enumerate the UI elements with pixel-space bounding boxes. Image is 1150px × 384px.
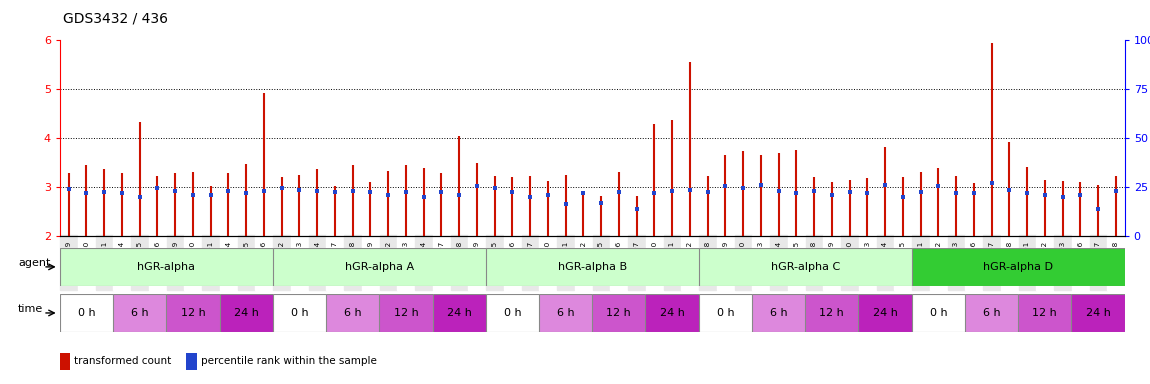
Text: 0 h: 0 h	[77, 308, 95, 318]
Text: hGR-alpha D: hGR-alpha D	[983, 262, 1053, 272]
Text: 0 h: 0 h	[291, 308, 308, 318]
Text: 12 h: 12 h	[820, 308, 844, 318]
Text: 24 h: 24 h	[1086, 308, 1111, 318]
Text: 6 h: 6 h	[557, 308, 575, 318]
Text: percentile rank within the sample: percentile rank within the sample	[201, 356, 376, 366]
Text: GDS3432 / 436: GDS3432 / 436	[63, 12, 168, 25]
Text: 6 h: 6 h	[344, 308, 361, 318]
Text: 24 h: 24 h	[873, 308, 897, 318]
Text: agent: agent	[18, 258, 51, 268]
Text: 0 h: 0 h	[716, 308, 734, 318]
Text: 24 h: 24 h	[233, 308, 259, 318]
Text: 12 h: 12 h	[606, 308, 631, 318]
Text: hGR-alpha B: hGR-alpha B	[558, 262, 627, 272]
Text: hGR-alpha C: hGR-alpha C	[770, 262, 839, 272]
Text: 24 h: 24 h	[660, 308, 684, 318]
Text: 24 h: 24 h	[446, 308, 471, 318]
Text: 12 h: 12 h	[393, 308, 419, 318]
Text: transformed count: transformed count	[74, 356, 171, 366]
Text: 6 h: 6 h	[131, 308, 148, 318]
Bar	[186, 353, 197, 370]
Text: hGR-alpha A: hGR-alpha A	[345, 262, 414, 272]
Text: 0 h: 0 h	[929, 308, 948, 318]
Text: 6 h: 6 h	[983, 308, 1000, 318]
Text: 6 h: 6 h	[769, 308, 788, 318]
Text: 12 h: 12 h	[1033, 308, 1057, 318]
Text: 12 h: 12 h	[181, 308, 206, 318]
Bar	[60, 353, 70, 370]
Text: 0 h: 0 h	[504, 308, 521, 318]
Text: time: time	[18, 304, 44, 314]
Text: hGR-alpha: hGR-alpha	[137, 262, 196, 272]
